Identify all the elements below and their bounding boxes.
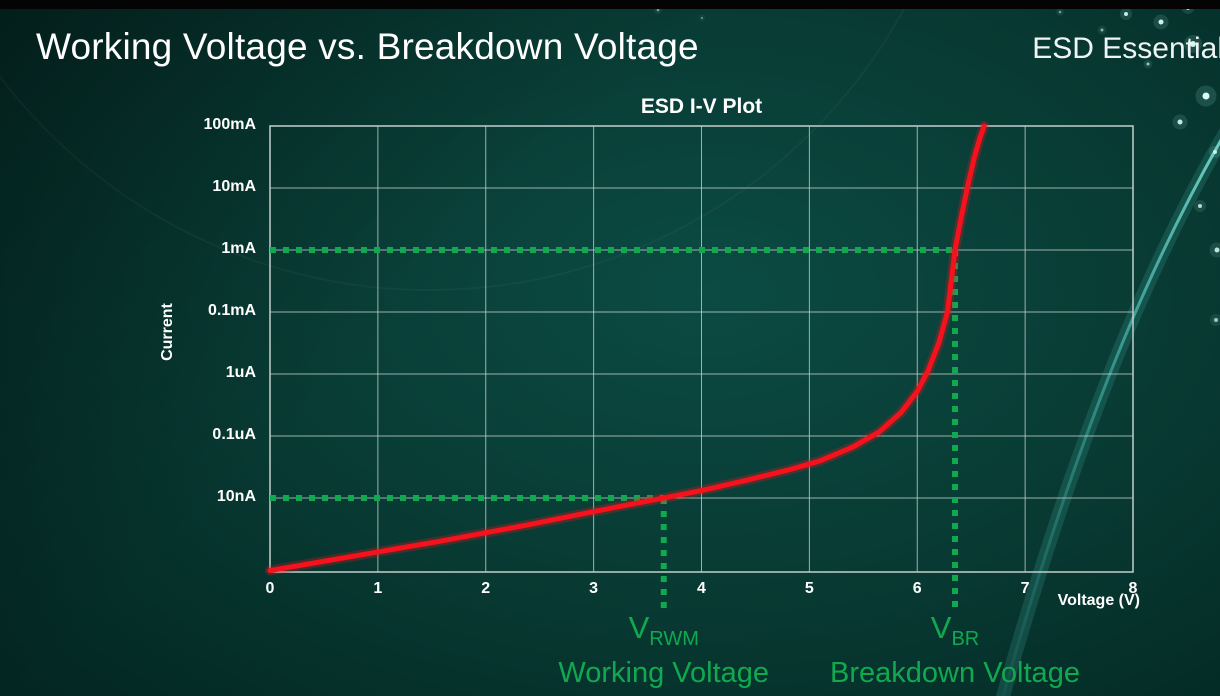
vbr-label: VBR xyxy=(830,612,1080,655)
chart-title: ESD I-V Plot xyxy=(640,95,763,118)
decor-dot-halo xyxy=(698,14,706,22)
decor-dot xyxy=(1146,62,1150,66)
x-tick-label: 2 xyxy=(481,580,491,597)
y-tick-label: 100mA xyxy=(203,116,256,133)
vrwm-label: VRWM xyxy=(558,612,769,655)
decor-dot xyxy=(1190,41,1196,47)
decor-dot xyxy=(1213,150,1217,154)
x-tick-label: 5 xyxy=(804,580,814,597)
decor-dot xyxy=(1158,19,1164,25)
top-letterbox xyxy=(0,0,1220,9)
decor-dot xyxy=(656,8,660,12)
decor-dot xyxy=(700,16,704,20)
page-title: Working Voltage vs. Breakdown Voltage xyxy=(36,26,699,67)
x-tick-label: 0 xyxy=(265,580,275,597)
working-voltage-annotation: VRWM Working Voltage xyxy=(558,612,770,690)
x-axis-label: Voltage (V) xyxy=(1057,592,1140,609)
y-tick-label: 10nA xyxy=(216,488,256,505)
y-tick-label: 0.1mA xyxy=(207,302,256,319)
decor-dot xyxy=(1058,10,1062,14)
y-tick-label: 10mA xyxy=(212,178,256,195)
x-tick-label: 6 xyxy=(912,580,922,597)
decor-dot xyxy=(1214,318,1218,322)
decor-dot xyxy=(1100,28,1104,32)
x-tick-label: 8 xyxy=(1128,580,1138,597)
iv-curve xyxy=(267,123,987,574)
vrwm-label-sub: RWM xyxy=(649,628,699,651)
decor-dot xyxy=(1198,204,1202,208)
vbr-label-main: V xyxy=(930,610,952,645)
decor-swoosh xyxy=(1001,138,1220,696)
decor-dot xyxy=(1177,119,1183,125)
x-tick-label: 4 xyxy=(697,580,706,597)
y-tick-label: 0.1uA xyxy=(212,426,256,443)
brand-text: ESD Essential xyxy=(1032,32,1220,65)
vbr-label-sub: BR xyxy=(951,628,980,651)
breakdown-voltage-annotation: VBR Breakdown Voltage xyxy=(830,612,1080,690)
decor-dot xyxy=(1214,247,1220,253)
x-tick-label: 3 xyxy=(589,580,599,597)
decor-dot xyxy=(1202,92,1210,100)
y-tick-label: 1uA xyxy=(225,364,256,381)
x-tick-label: 1 xyxy=(373,580,383,597)
y-tick-label: 1mA xyxy=(221,240,256,257)
vrwm-label-main: V xyxy=(628,610,650,645)
working-voltage-caption: Working Voltage xyxy=(558,657,770,690)
decor-dot xyxy=(1124,12,1128,16)
breakdown-voltage-caption: Breakdown Voltage xyxy=(830,657,1080,690)
x-tick-label: 7 xyxy=(1020,580,1030,597)
plot-border xyxy=(269,125,1134,573)
